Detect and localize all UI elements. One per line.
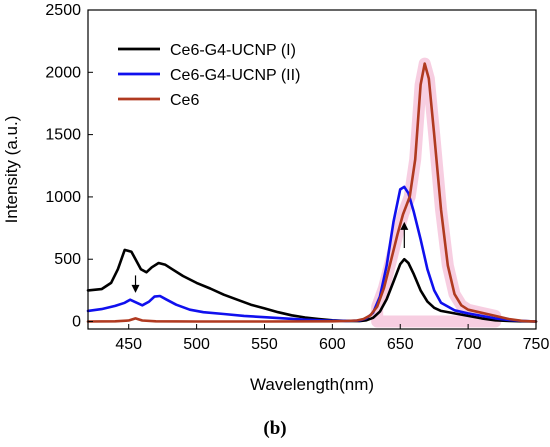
y-tick-label-2500: 2500: [45, 2, 81, 19]
y-tick-label-500: 500: [54, 251, 81, 268]
series-line-ce6-g4-ucnp-ii: [86, 185, 538, 323]
plot-frame: [87, 9, 537, 330]
annotation-layer: [131, 221, 409, 293]
series-line-ce6: [86, 62, 538, 323]
y-tick-label-1500: 1500: [45, 127, 81, 144]
x-tick-label-550: 550: [251, 336, 278, 353]
peak-glow-layer: [371, 57, 502, 328]
legend-label-ce6-g4-ucnp-ii: Ce6-G4-UCNP (II): [170, 67, 300, 84]
x-tick-label-750: 750: [523, 336, 550, 353]
y-tick-label-0: 0: [72, 314, 81, 331]
legend-label-ce6: Ce6: [170, 92, 199, 109]
x-tick-label-500: 500: [183, 336, 210, 353]
y-tick-label-2000: 2000: [45, 64, 81, 81]
arrow-down-annotation: [131, 275, 140, 293]
x-tick-label-650: 650: [387, 336, 414, 353]
x-tick-label-600: 600: [319, 336, 346, 353]
ce6-peak-glow: [371, 57, 502, 328]
arrow-up-annotation: [400, 221, 409, 249]
y-tick-label-1000: 1000: [45, 189, 81, 206]
legend: Ce6-G4-UCNP (I) Ce6-G4-UCNP (II) Ce6: [118, 42, 300, 109]
x-axis-label: Wavelength(nm): [250, 375, 374, 394]
legend-label-ce6-g4-ucnp-i: Ce6-G4-UCNP (I): [170, 42, 296, 59]
x-axis-ticks: 450 500 550 600 650 700 750: [115, 324, 549, 353]
x-tick-label-450: 450: [115, 336, 142, 353]
caption-label: (b): [263, 418, 287, 439]
y-axis-ticks: 0 500 1000 1500 2000 2500: [45, 2, 93, 331]
series-layer: [86, 62, 538, 323]
figure-caption: (b): [0, 418, 550, 440]
y-axis-label: Intensity (a.u.): [2, 116, 21, 224]
x-tick-label-700: 700: [455, 336, 482, 353]
